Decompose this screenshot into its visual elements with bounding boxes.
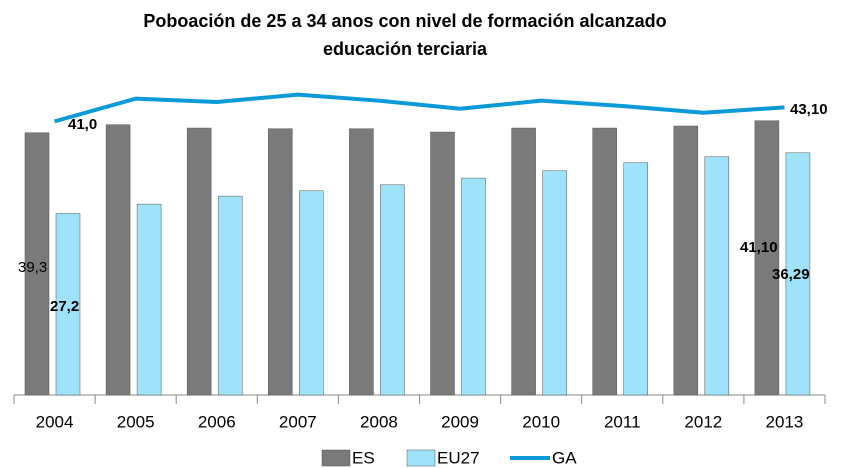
bar — [217, 195, 243, 396]
legend-label: ES — [352, 448, 375, 467]
bar — [754, 120, 780, 396]
bar — [268, 128, 293, 396]
bar — [24, 132, 50, 396]
x-tick-label: 2012 — [684, 412, 722, 431]
legend-swatch — [406, 449, 436, 467]
bar — [542, 170, 567, 396]
x-tick-label: 2005 — [117, 412, 155, 431]
bar — [105, 124, 131, 396]
bar — [136, 203, 162, 396]
data-label: 41,10 — [740, 239, 778, 256]
bar — [55, 213, 81, 396]
legend-label: EU27 — [437, 448, 480, 467]
bar — [785, 152, 811, 396]
data-label: 43,10 — [790, 101, 828, 118]
bar — [623, 162, 648, 396]
bar — [704, 156, 730, 396]
bar — [430, 131, 455, 396]
data-label: 36,29 — [772, 266, 810, 283]
bar — [673, 125, 699, 396]
bar — [349, 128, 374, 396]
x-tick-label: 2006 — [198, 412, 236, 431]
legend-label: GA — [552, 448, 577, 467]
bar — [380, 184, 405, 396]
x-tick-label: 2004 — [36, 412, 74, 431]
line — [54, 92, 785, 124]
data-label: 41,0 — [68, 116, 97, 133]
data-label: 27,2 — [50, 298, 79, 315]
bar — [511, 127, 536, 396]
bar — [592, 127, 617, 396]
bar — [299, 190, 324, 396]
x-tick-label: 2011 — [604, 412, 641, 431]
x-tick-label: 2010 — [522, 412, 560, 431]
x-tick-label: 2008 — [360, 412, 398, 431]
chart-title: Poboación de 25 a 34 anos con nivel de f… — [143, 11, 666, 31]
chart-title: educación terciaria — [323, 39, 488, 59]
x-tick-label: 2007 — [279, 412, 317, 431]
bar — [461, 177, 486, 396]
legend-swatch — [321, 449, 351, 467]
x-tick-label: 2013 — [766, 412, 804, 431]
bar — [186, 127, 212, 396]
data-label: 39,3 — [18, 259, 47, 276]
x-tick-label: 2009 — [441, 412, 479, 431]
